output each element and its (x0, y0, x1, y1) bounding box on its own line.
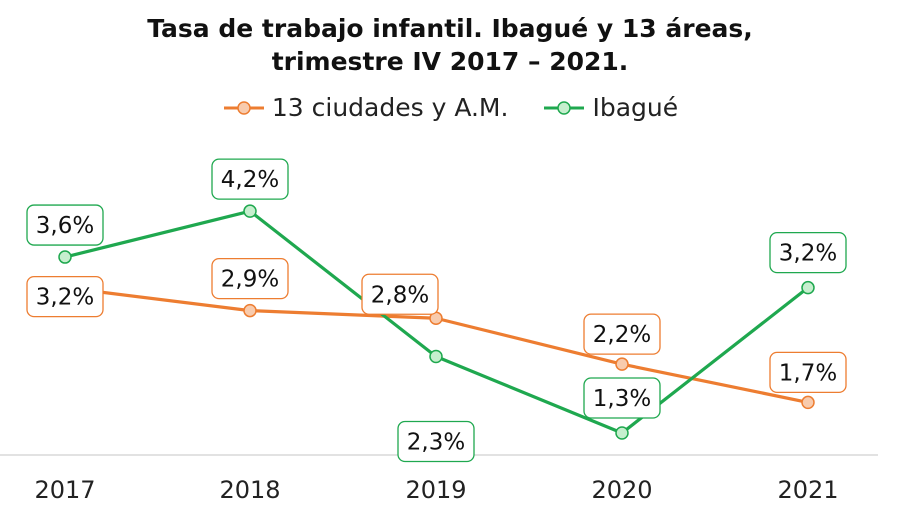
x-tick-label-2021: 2021 (777, 476, 838, 504)
data-label-ibague-2018: 4,2% (221, 167, 279, 193)
data-label-13-ciudades-2020: 2,2% (593, 322, 651, 348)
data-label-box-13-ciudades-2021 (769, 351, 847, 394)
data-label-box-13-ciudades-2018 (211, 257, 289, 300)
data-label-13-ciudades-2021: 1,7% (779, 360, 837, 386)
chart-title-block: Tasa de trabajo infantil. Ibagué y 13 ár… (0, 12, 900, 78)
legend-item-13-ciudades: 13 ciudades y A.M. (222, 93, 509, 122)
data-label-box-ibague-2021 (769, 231, 847, 274)
data-label-box-ibague-2020 (583, 377, 661, 419)
legend-label-ibague: Ibagué (592, 93, 679, 122)
data-point-ibague-2021 (801, 280, 815, 295)
legend-marker-ibague-icon (544, 100, 585, 115)
data-label-13-ciudades-2019: 2,8% (371, 282, 429, 308)
data-point-ibague-2020 (615, 426, 629, 440)
data-point-ibague-2018 (243, 204, 257, 218)
data-label-13-ciudades-2017: 3,2% (36, 285, 94, 311)
data-label-ibague-2019: 2,3% (407, 430, 465, 456)
data-label-ibague-2020: 1,3% (593, 386, 651, 412)
data-point-13-ciudades-2020 (615, 357, 629, 371)
legend-marker-13-ciudades-icon (223, 100, 264, 115)
chart-subtitle: trimestre IV 2017 – 2021. (271, 47, 629, 76)
x-tick-label-2019: 2019 (405, 476, 466, 504)
legend-item-ibague: Ibagué (542, 93, 678, 122)
data-label-13-ciudades-2018: 2,9% (221, 267, 279, 293)
legend-label-13-ciudades: 13 ciudades y A.M. (271, 93, 509, 122)
chart-title: Tasa de trabajo infantil. Ibagué y 13 ár… (147, 14, 753, 43)
data-point-ibague-2019 (429, 349, 443, 364)
data-label-ibague-2021: 3,2% (779, 241, 837, 267)
data-label-ibague-2017: 3,6% (36, 213, 94, 239)
data-label-box-ibague-2017 (26, 204, 104, 246)
x-tick-label-2020: 2020 (591, 476, 652, 504)
data-point-ibague-2017 (58, 250, 72, 264)
data-point-13-ciudades-2021 (801, 395, 815, 410)
data-label-box-ibague-2018 (211, 158, 289, 200)
data-label-box-ibague-2019 (397, 420, 475, 463)
x-tick-label-2018: 2018 (219, 476, 280, 504)
data-point-13-ciudades-2018 (243, 303, 257, 318)
data-label-box-13-ciudades-2017 (26, 275, 104, 318)
legend: 13 ciudades y A.M. Ibagué (0, 93, 900, 122)
data-label-box-13-ciudades-2020 (583, 313, 661, 355)
data-label-box-13-ciudades-2019 (361, 273, 439, 315)
x-tick-label-2017: 2017 (34, 476, 95, 504)
